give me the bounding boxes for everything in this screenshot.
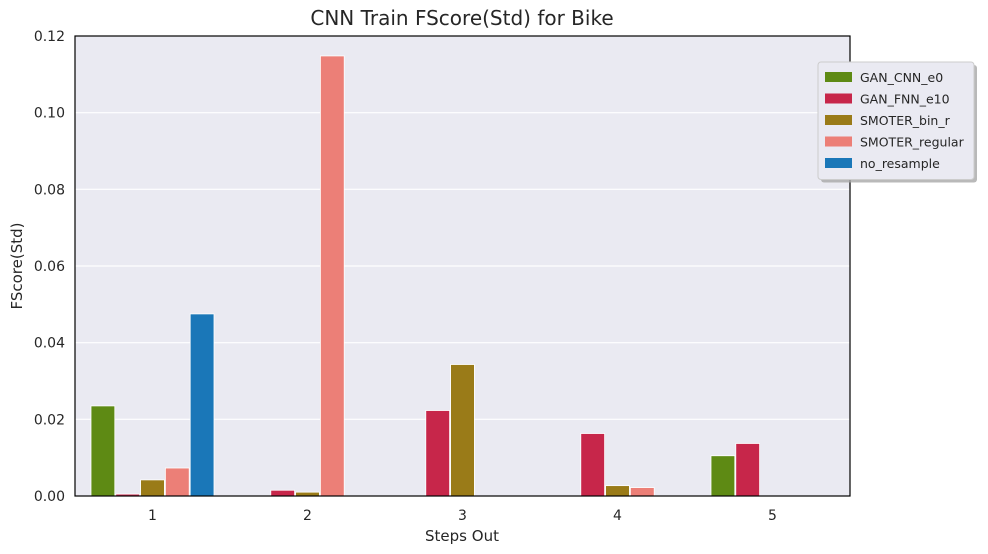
bar-gan-fnn-e10-step-2	[270, 489, 295, 497]
plot-frame	[74, 35, 851, 497]
bar-no-resample-step-1	[189, 313, 215, 497]
legend-swatch	[825, 115, 852, 125]
bar-gan-fnn-e10-step-5	[735, 443, 760, 497]
legend-swatch	[825, 72, 852, 82]
bar-gan-cnn-e0-step-5	[710, 455, 736, 497]
x-tick-label: 1	[148, 508, 157, 524]
y-tick-label: 0.04	[34, 336, 65, 352]
legend-label: GAN_CNN_e0	[860, 70, 943, 85]
legend-box	[817, 61, 975, 180]
chart-title: CNN Train FScore(Std) for Bike	[310, 6, 613, 30]
x-tick-labels: 1 2 3 4 5	[148, 508, 777, 524]
y-tick-label: 0.08	[34, 182, 65, 198]
legend-swatch	[825, 136, 852, 147]
x-axis-title: Steps Out	[425, 527, 499, 545]
x-tick-label: 2	[303, 508, 312, 524]
legend: GAN_CNN_e0 GAN_FNN_e10 SMOTER_bin_r SMOTER_…	[817, 61, 977, 183]
bar-smoter-regular-step-1	[164, 467, 190, 497]
y-tick-label: 0.12	[34, 29, 65, 45]
bar-smoter-regular-step-2	[319, 55, 345, 497]
bar-smoter-bin-r-step-1	[140, 479, 165, 497]
legend-swatch	[825, 93, 852, 104]
x-tick-label: 3	[458, 508, 467, 524]
bar-smoter-bin-r-step-4	[605, 485, 630, 497]
legend-label: SMOTER_regular	[860, 135, 965, 150]
legend-label: no_resample	[860, 156, 940, 171]
y-axis-title: FScore(Std)	[8, 222, 26, 309]
y-tick-label: 0.02	[34, 412, 65, 428]
legend-swatch	[825, 158, 852, 168]
bar-smoter-bin-r-step-3	[450, 364, 475, 497]
x-tick-label: 4	[613, 508, 622, 524]
y-tick-label: 0.06	[34, 259, 65, 275]
y-tick-labels: 0.00 0.02 0.04 0.06 0.08 0.10 0.12	[34, 29, 65, 505]
bar-gan-cnn-e0-step-1	[90, 405, 116, 497]
y-tick-label: 0.10	[34, 106, 65, 122]
bars	[90, 55, 760, 497]
x-tick-label: 5	[768, 508, 777, 524]
legend-label: SMOTER_bin_r	[860, 113, 951, 128]
bar-smoter-regular-step-4	[630, 487, 655, 497]
bar-gan-fnn-e10-step-4	[580, 433, 605, 497]
y-tick-label: 0.00	[34, 489, 65, 505]
bar-gan-fnn-e10-step-3	[425, 410, 450, 497]
legend-label: GAN_FNN_e10	[860, 92, 950, 107]
